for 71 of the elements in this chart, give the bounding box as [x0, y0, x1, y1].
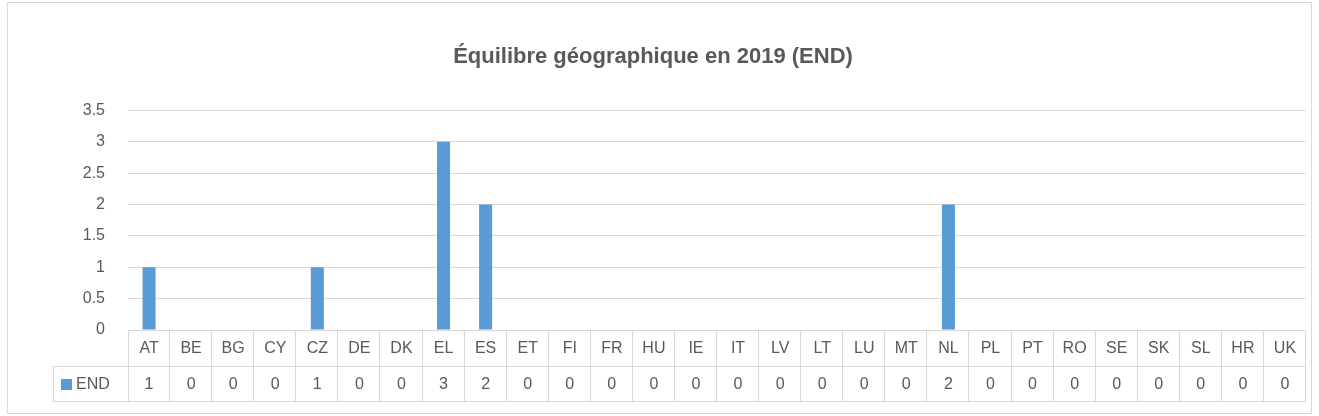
x-tick-label: PL — [980, 339, 1001, 357]
data-label: 0 — [775, 375, 785, 393]
y-tick-label: 3 — [96, 132, 106, 150]
x-tick-label: CZ — [306, 339, 329, 357]
data-label: 0 — [1070, 375, 1080, 393]
x-tick-label: ES — [474, 339, 497, 357]
data-label: 0 — [186, 375, 196, 393]
data-label: 0 — [607, 375, 617, 393]
x-tick-label: IE — [688, 339, 704, 357]
x-tick-label: NL — [938, 339, 959, 357]
y-tick-label: 0 — [96, 320, 106, 338]
data-label: 0 — [270, 375, 280, 393]
x-tick-label: PT — [1022, 339, 1043, 357]
data-label: 0 — [523, 375, 533, 393]
y-tick-label: 1.5 — [82, 226, 106, 244]
data-label: 0 — [817, 375, 827, 393]
bar — [941, 204, 955, 330]
data-label: 0 — [901, 375, 911, 393]
data-label: 0 — [649, 375, 659, 393]
x-tick-label: LT — [813, 339, 832, 357]
data-label: 0 — [1280, 375, 1290, 393]
x-tick-label: LV — [770, 339, 790, 357]
x-tick-label: LU — [854, 339, 875, 357]
x-tick-label: AT — [139, 339, 159, 357]
y-tick-label: 1 — [96, 257, 106, 275]
x-tick-label: DK — [390, 339, 413, 357]
x-tick-label: BE — [180, 339, 202, 357]
bar — [437, 141, 451, 330]
data-label: 0 — [691, 375, 701, 393]
x-tick-label: CY — [264, 339, 287, 357]
data-label: 0 — [1154, 375, 1164, 393]
data-label: 0 — [986, 375, 996, 393]
data-label: 0 — [1112, 375, 1122, 393]
x-tick-label: ET — [517, 339, 539, 357]
data-label: 3 — [439, 375, 449, 393]
data-label: 0 — [397, 375, 407, 393]
data-label: 1 — [144, 375, 154, 393]
data-label: 0 — [1238, 375, 1248, 393]
x-tick-label: MT — [894, 339, 919, 357]
bar — [479, 204, 493, 330]
data-label: 0 — [859, 375, 869, 393]
x-tick-label: EL — [433, 339, 454, 357]
x-tick-label: SL — [1191, 339, 1211, 357]
y-tick-label: 2.5 — [82, 163, 106, 181]
x-tick-label: FI — [562, 339, 577, 357]
data-label: 2 — [943, 375, 953, 393]
y-tick-label: 2 — [96, 194, 106, 212]
data-label: 0 — [1196, 375, 1206, 393]
bar — [310, 267, 324, 330]
y-tick-label: 0.5 — [82, 289, 106, 307]
data-label: 0 — [228, 375, 238, 393]
bar — [142, 267, 156, 330]
x-tick-label: HR — [1231, 339, 1255, 357]
data-label: 1 — [312, 375, 322, 393]
y-tick-label: 3.5 — [82, 100, 106, 118]
x-tick-label: BG — [221, 339, 245, 357]
chart-title: Équilibre géographique en 2019 (END) — [453, 43, 853, 69]
x-tick-label: SE — [1106, 339, 1128, 357]
data-label: 2 — [481, 375, 491, 393]
x-tick-label: DE — [348, 339, 371, 357]
data-label: 0 — [354, 375, 364, 393]
x-tick-label: IT — [730, 339, 746, 357]
data-label: 0 — [565, 375, 575, 393]
x-tick-label: FR — [601, 339, 623, 357]
legend-label: END — [76, 375, 110, 393]
x-tick-label: RO — [1062, 339, 1087, 357]
x-tick-label: UK — [1273, 339, 1297, 357]
x-tick-label: HU — [642, 339, 666, 357]
x-tick-label: SK — [1148, 339, 1170, 357]
data-label: 0 — [1028, 375, 1038, 393]
data-label: 0 — [733, 375, 743, 393]
